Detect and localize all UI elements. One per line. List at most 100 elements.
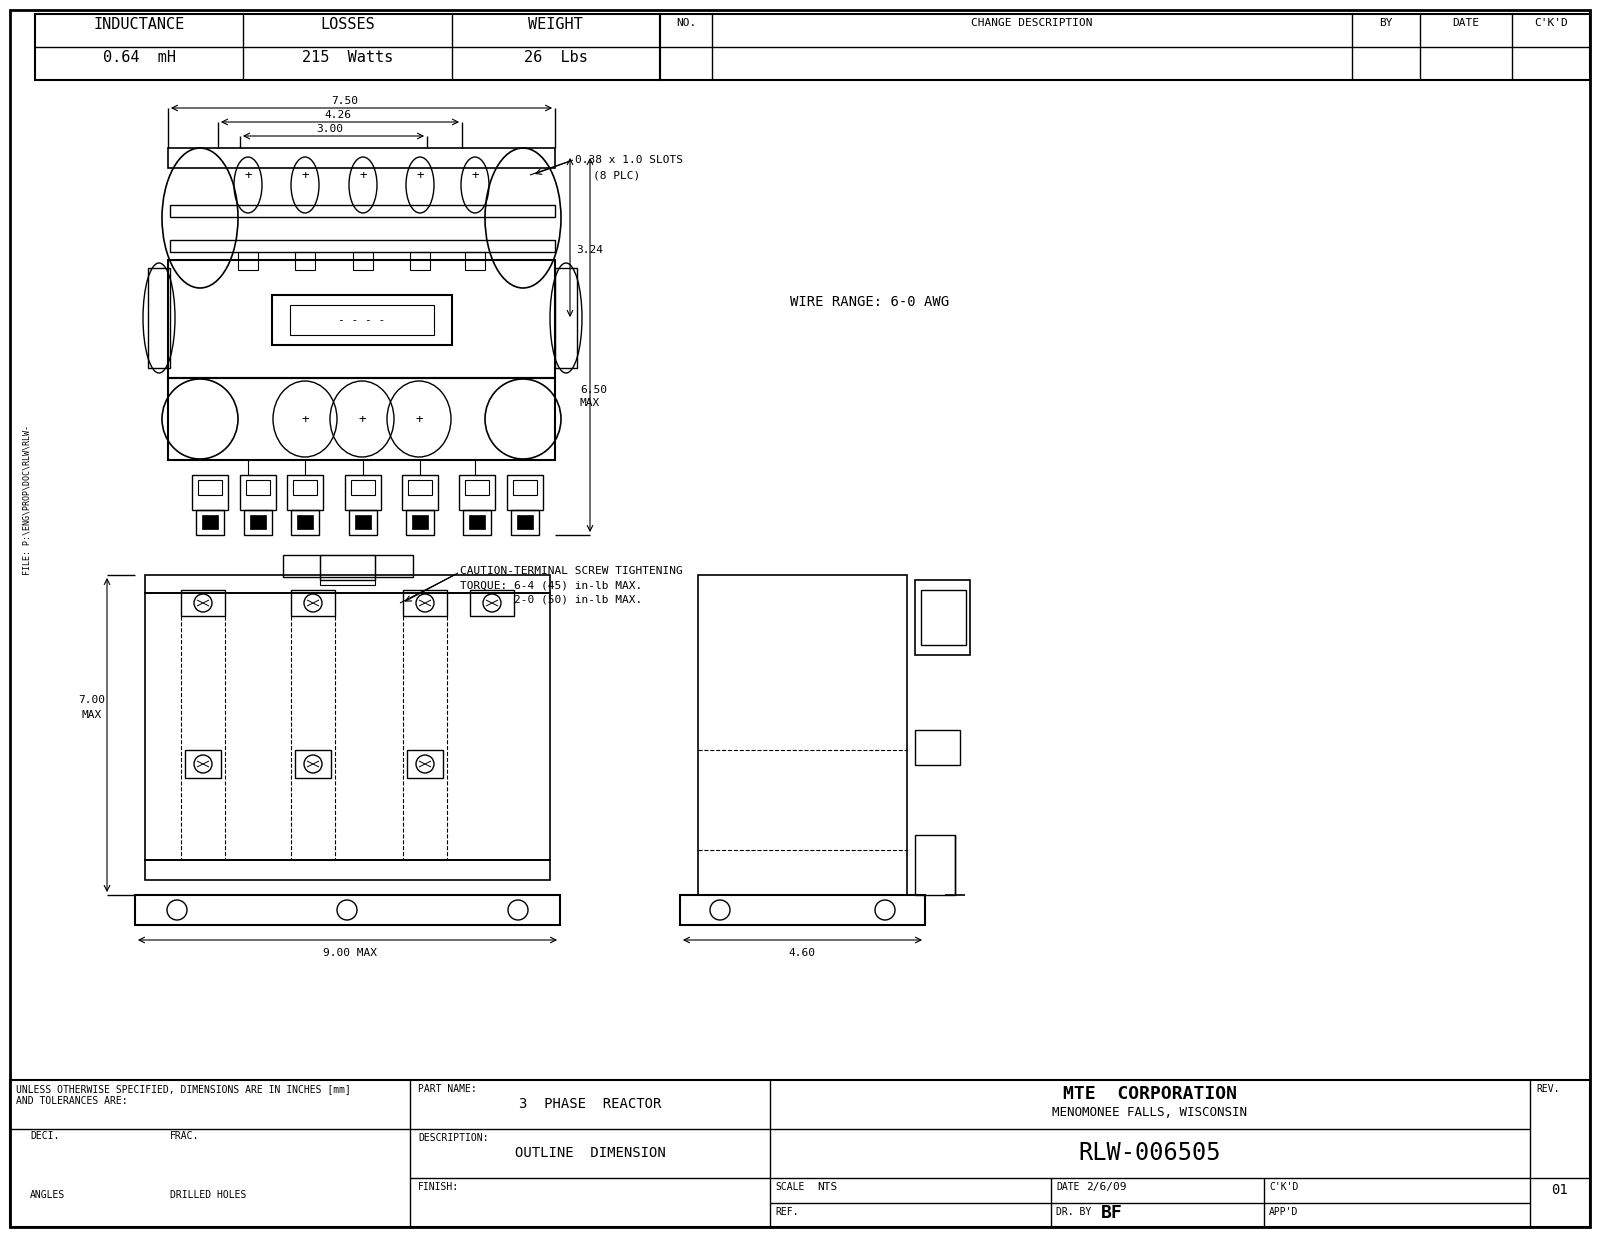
Text: CAUTION-TERMINAL SCREW TIGHTENING: CAUTION-TERMINAL SCREW TIGHTENING: [461, 567, 683, 576]
Text: UNLESS OTHERWISE SPECIFIED, DIMENSIONS ARE IN INCHES [mm]: UNLESS OTHERWISE SPECIFIED, DIMENSIONS A…: [16, 1084, 350, 1094]
Text: +: +: [416, 412, 422, 426]
Bar: [202, 515, 218, 529]
Text: 3.24: 3.24: [576, 245, 603, 255]
Text: +: +: [245, 168, 251, 182]
Bar: [349, 510, 378, 534]
Bar: [146, 575, 550, 593]
Text: 7.00: 7.00: [78, 695, 106, 705]
Bar: [466, 480, 490, 495]
Text: BF: BF: [1101, 1204, 1123, 1222]
Text: PART NAME:: PART NAME:: [418, 1084, 477, 1094]
Bar: [134, 896, 560, 925]
Bar: [283, 555, 413, 576]
Bar: [291, 510, 318, 534]
Text: 7.50: 7.50: [331, 96, 358, 106]
Text: NTS: NTS: [818, 1183, 837, 1192]
Bar: [286, 475, 323, 510]
Bar: [181, 590, 226, 616]
Text: +: +: [358, 412, 366, 426]
Text: REF.: REF.: [774, 1207, 798, 1217]
Text: DATE: DATE: [1056, 1183, 1080, 1192]
Text: +: +: [416, 168, 424, 182]
Bar: [507, 475, 542, 510]
Bar: [408, 480, 432, 495]
Bar: [698, 575, 907, 896]
Bar: [514, 480, 538, 495]
Bar: [168, 379, 555, 460]
Text: 2/6/09: 2/6/09: [1086, 1183, 1126, 1192]
Bar: [915, 580, 970, 656]
Text: 6.50: 6.50: [579, 385, 606, 395]
Text: +: +: [472, 168, 478, 182]
Text: FILE: P:\ENG\PROP\DOC\RLW\RLW-: FILE: P:\ENG\PROP\DOC\RLW\RLW-: [22, 426, 32, 575]
Bar: [922, 590, 966, 644]
Bar: [240, 475, 277, 510]
Bar: [406, 510, 434, 534]
Bar: [290, 306, 434, 335]
Text: NO.: NO.: [675, 19, 696, 28]
Bar: [350, 480, 374, 495]
Bar: [146, 860, 550, 880]
Text: ANGLES: ANGLES: [30, 1190, 66, 1200]
Text: MENOMONEE FALLS, WISCONSIN: MENOMONEE FALLS, WISCONSIN: [1053, 1107, 1248, 1119]
Bar: [510, 510, 539, 534]
Text: MTE  CORPORATION: MTE CORPORATION: [1062, 1085, 1237, 1103]
Text: +: +: [301, 412, 309, 426]
Text: DR. BY: DR. BY: [1056, 1207, 1091, 1217]
Bar: [402, 475, 438, 510]
Bar: [555, 268, 578, 367]
Text: 4.60: 4.60: [789, 948, 816, 957]
Bar: [170, 205, 555, 216]
Bar: [346, 475, 381, 510]
Text: 0.38 x 1.0 SLOTS: 0.38 x 1.0 SLOTS: [574, 155, 683, 165]
Text: (8 PLC): (8 PLC): [594, 169, 640, 181]
Text: CHANGE DESCRIPTION: CHANGE DESCRIPTION: [971, 19, 1093, 28]
Text: LOSSES: LOSSES: [320, 17, 374, 32]
Text: DATE: DATE: [1453, 19, 1480, 28]
Bar: [250, 515, 266, 529]
Text: 01: 01: [1552, 1183, 1568, 1197]
Bar: [403, 590, 446, 616]
Bar: [915, 835, 955, 896]
Bar: [462, 510, 491, 534]
Bar: [294, 750, 331, 778]
Bar: [320, 555, 374, 585]
Bar: [298, 515, 314, 529]
Bar: [246, 480, 270, 495]
Bar: [354, 252, 373, 270]
Bar: [294, 252, 315, 270]
Bar: [466, 252, 485, 270]
Text: 0.64  mH: 0.64 mH: [102, 49, 176, 66]
Bar: [661, 14, 1590, 80]
Bar: [915, 730, 960, 764]
Text: 9.00 MAX: 9.00 MAX: [323, 948, 378, 957]
Text: AND TOLERANCES ARE:: AND TOLERANCES ARE:: [16, 1096, 128, 1106]
Text: REV.: REV.: [1536, 1084, 1560, 1094]
Bar: [170, 240, 555, 252]
Text: DRILLED HOLES: DRILLED HOLES: [170, 1190, 246, 1200]
Bar: [406, 750, 443, 778]
Bar: [168, 148, 555, 168]
Bar: [459, 475, 494, 510]
Bar: [35, 14, 661, 80]
Text: 3  PHASE  REACTOR: 3 PHASE REACTOR: [518, 1097, 661, 1111]
Bar: [186, 750, 221, 778]
Text: MAX: MAX: [579, 398, 600, 408]
Text: TORQUE: 6-4 (45) in-lb MAX.: TORQUE: 6-4 (45) in-lb MAX.: [461, 580, 642, 590]
Text: BY: BY: [1379, 19, 1392, 28]
Bar: [680, 896, 925, 925]
Text: FRAC.: FRAC.: [170, 1131, 200, 1141]
Bar: [293, 480, 317, 495]
Bar: [517, 515, 533, 529]
Bar: [469, 515, 485, 529]
Text: APP'D: APP'D: [1269, 1207, 1298, 1217]
Bar: [355, 515, 371, 529]
Bar: [291, 590, 334, 616]
Bar: [413, 515, 429, 529]
Text: MAX: MAX: [82, 710, 102, 720]
Text: WIRE RANGE: 6-0 AWG: WIRE RANGE: 6-0 AWG: [790, 294, 949, 309]
Text: C'K'D: C'K'D: [1269, 1183, 1298, 1192]
Bar: [238, 252, 258, 270]
Bar: [470, 590, 514, 616]
Text: C'K'D: C'K'D: [1534, 19, 1568, 28]
